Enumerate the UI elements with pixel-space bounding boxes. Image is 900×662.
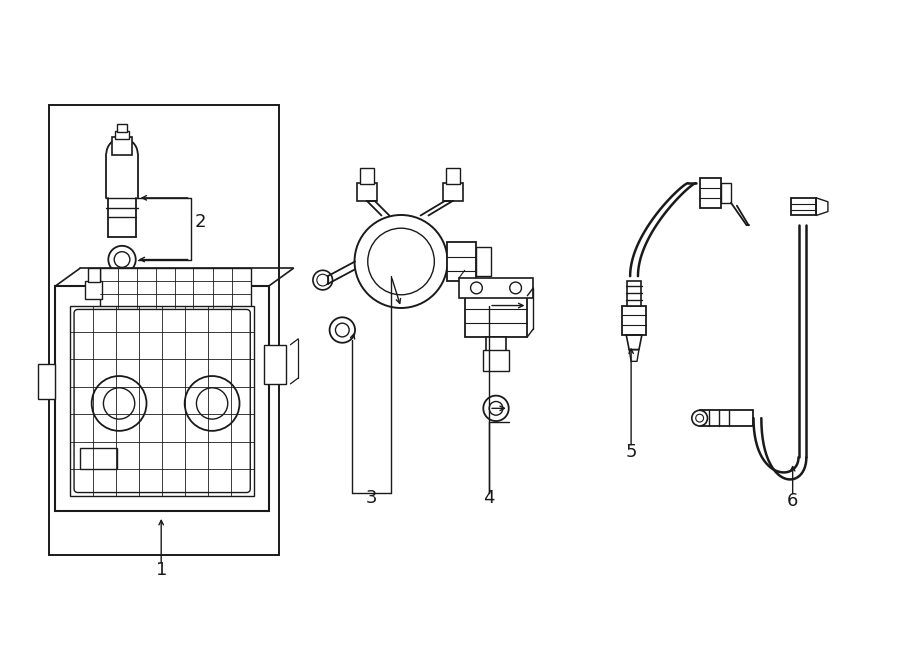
Circle shape xyxy=(483,396,508,421)
Text: 6: 6 xyxy=(787,493,798,510)
Bar xyxy=(459,278,533,298)
Text: 2: 2 xyxy=(194,213,206,231)
Text: 5: 5 xyxy=(626,444,637,461)
Bar xyxy=(360,169,373,184)
Circle shape xyxy=(313,270,332,290)
Ellipse shape xyxy=(355,215,447,308)
Text: 1: 1 xyxy=(156,561,166,579)
Circle shape xyxy=(329,317,355,343)
Circle shape xyxy=(92,376,147,431)
Bar xyxy=(100,268,251,308)
Bar xyxy=(446,169,460,184)
Circle shape xyxy=(336,323,349,337)
Bar xyxy=(483,350,508,371)
Circle shape xyxy=(490,401,503,415)
Ellipse shape xyxy=(368,228,435,295)
Bar xyxy=(112,137,131,155)
Bar xyxy=(699,410,753,426)
Bar xyxy=(85,281,103,299)
Bar xyxy=(56,286,269,511)
Circle shape xyxy=(104,388,135,419)
Bar xyxy=(791,198,816,215)
Circle shape xyxy=(317,274,328,286)
Bar xyxy=(699,178,721,208)
Circle shape xyxy=(692,410,707,426)
Bar xyxy=(115,131,129,139)
Bar xyxy=(476,247,491,276)
Circle shape xyxy=(196,388,228,419)
Text: 3: 3 xyxy=(366,489,377,507)
Bar xyxy=(464,296,527,337)
Circle shape xyxy=(471,282,482,294)
Bar xyxy=(486,337,506,366)
Circle shape xyxy=(114,252,130,267)
Bar xyxy=(264,345,285,384)
Bar xyxy=(49,105,279,555)
Circle shape xyxy=(696,414,704,422)
Bar xyxy=(622,306,646,335)
Bar xyxy=(721,183,731,203)
Circle shape xyxy=(509,282,521,294)
Circle shape xyxy=(184,376,239,431)
Bar xyxy=(443,183,463,201)
Bar xyxy=(627,281,641,306)
Circle shape xyxy=(108,246,136,273)
Bar xyxy=(117,124,127,132)
Bar xyxy=(447,242,476,281)
Text: 4: 4 xyxy=(483,489,495,507)
Bar xyxy=(88,268,100,282)
Bar xyxy=(80,448,117,469)
Bar xyxy=(70,306,254,496)
Bar xyxy=(357,183,376,201)
Bar xyxy=(38,364,56,399)
